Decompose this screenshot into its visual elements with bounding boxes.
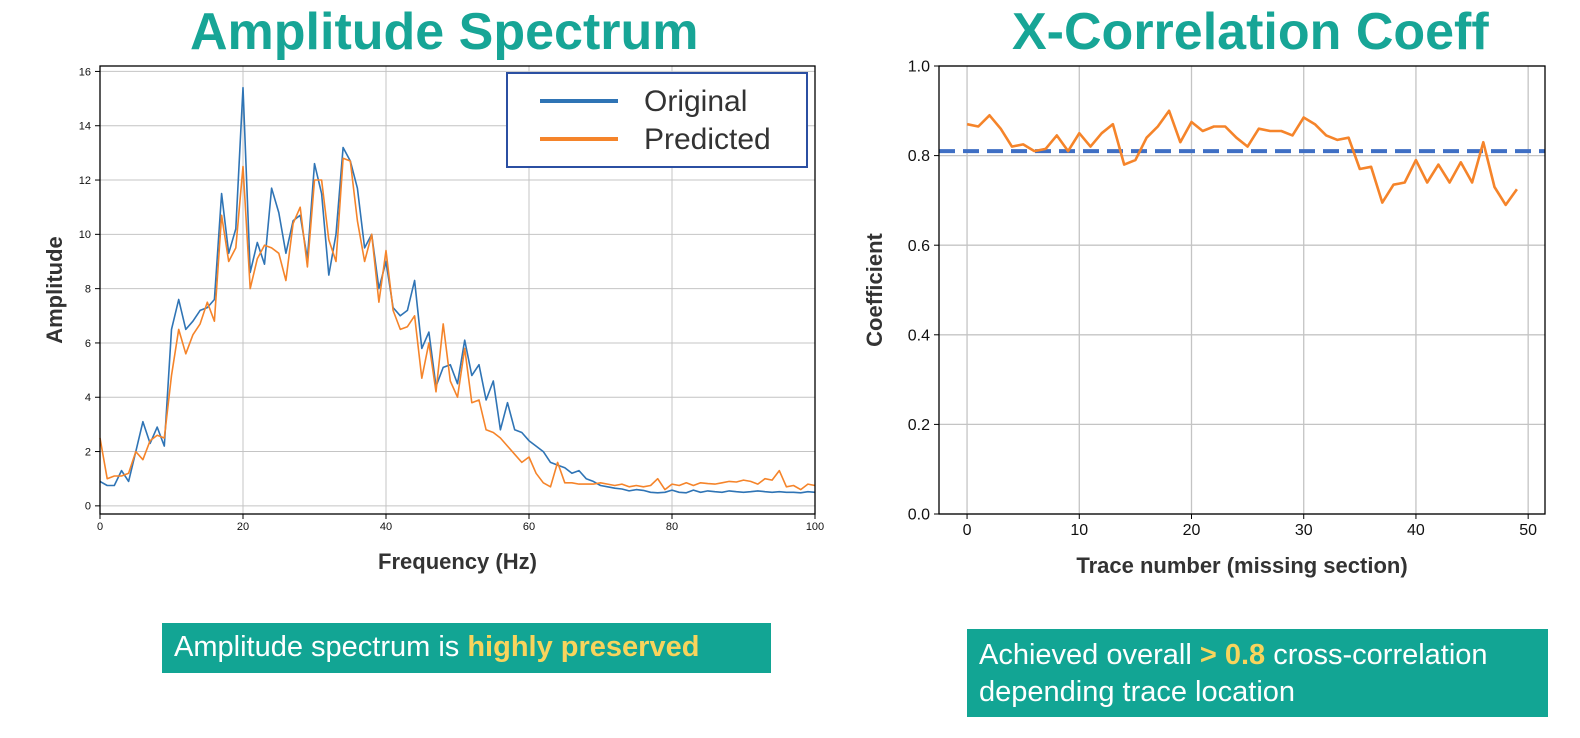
legend: Original Predicted [506,72,808,168]
y-tick-label: 2 [85,446,91,458]
y-tick-label: 12 [79,175,91,187]
x-tick-label: 40 [1407,522,1425,539]
x-tick-label: 20 [237,521,249,533]
x-axis-label: Frequency (Hz) [378,549,537,574]
y-tick-label: 8 [85,283,91,295]
amplitude-spectrum-title: Amplitude Spectrum [190,3,699,61]
x-tick-label: 0 [97,521,103,533]
y-tick-label: 14 [79,121,91,133]
xcorr-caption-prefix: Achieved overall [979,639,1200,671]
x-tick-label: 60 [523,521,535,533]
plot-frame [938,65,1546,515]
x-tick-label: 100 [806,521,824,533]
y-tick-label: 1.0 [908,59,930,76]
coefficient-series-line [966,109,1518,207]
xcorrelation-caption: Achieved overall > 0.8 cross-correlation… [967,629,1548,717]
amplitude-caption: Amplitude spectrum is highly preserved [162,623,771,673]
y-tick-label: 0.6 [908,238,930,255]
x-tick-label: 50 [1519,522,1537,539]
original-series-line [99,86,816,494]
y-tick-label: 0.0 [908,507,930,524]
x-tick-label: 20 [1183,522,1201,539]
amplitude-caption-text: Amplitude spectrum is [174,631,468,663]
y-tick-label: 4 [85,392,91,404]
x-tick-label: 80 [666,521,678,533]
xcorrelation-chart: 0 10 20 30 40 50 0.0 0.2 0.4 0.6 0.8 1.0 Trace numbe… [862,59,1546,578]
xcorr-caption-highlight: > 0.8 [1199,639,1266,671]
amplitude-chart: 0 20 40 60 80 100 0 2 4 6 8 10 12 14 16 Frequency (Hz) A… [42,65,824,574]
y-tick-label: 0.4 [908,327,930,344]
y-tick-label: 0.2 [908,417,930,434]
x-axis-label: Trace number (missing section) [1076,553,1407,578]
y-axis-label: Coefficient [862,232,887,346]
y-tick-label: 6 [85,338,91,350]
y-axis-label: Amplitude [42,236,67,344]
legend-label-predicted: Predicted [644,123,771,156]
x-tick-label: 10 [1070,522,1088,539]
amplitude-caption-highlight: highly preserved [467,631,700,663]
y-tick-label: 0.8 [908,148,930,165]
y-tick-label: 16 [79,66,91,78]
predicted-series-line [99,157,816,491]
xcorr-caption-suffix: cross-correlation [1265,639,1488,671]
xcorr-caption-line2: depending trace location [979,676,1296,708]
x-tick-label: 30 [1295,522,1313,539]
y-tick-label: 10 [79,229,91,241]
xcorrelation-title: X-Correlation Coeff [1012,3,1489,61]
y-tick-label: 0 [85,501,91,513]
legend-box [506,72,808,168]
plot-frame [99,65,816,515]
x-tick-label: 40 [380,521,392,533]
x-tick-label: 0 [963,522,972,539]
legend-label-original: Original [644,85,747,118]
